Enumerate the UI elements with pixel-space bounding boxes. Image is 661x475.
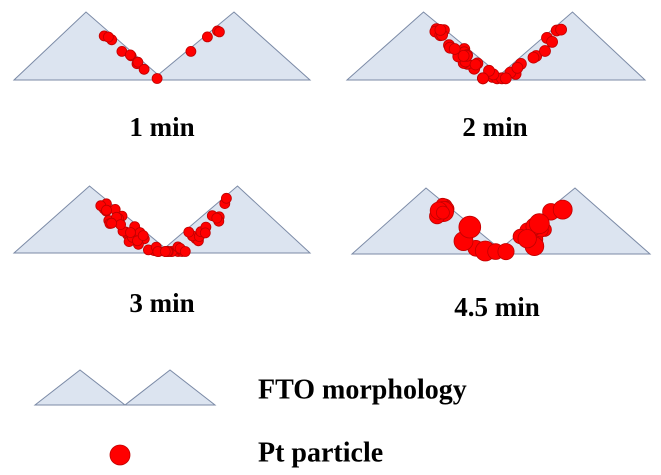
pt-particle xyxy=(186,46,196,56)
pt-particle xyxy=(458,50,469,61)
panel-label: 2 min xyxy=(462,112,527,142)
pt-particle xyxy=(126,228,136,238)
pt-particle xyxy=(152,74,162,84)
panel-label: 4.5 min xyxy=(454,292,540,322)
pt-particle xyxy=(478,73,489,84)
pt-particle xyxy=(435,24,446,35)
pt-particle xyxy=(470,59,481,70)
pt-particle xyxy=(184,227,194,237)
legend-label: FTO morphology xyxy=(258,374,467,405)
legend-morphology-icon xyxy=(125,370,215,405)
pt-particle xyxy=(103,32,113,42)
morphology-triangle xyxy=(159,186,310,253)
panel-label: 1 min xyxy=(129,112,194,142)
pt-particle xyxy=(138,231,148,241)
pt-particle xyxy=(518,230,536,248)
pt-particle xyxy=(180,247,190,257)
shapes xyxy=(14,12,650,261)
legend-label: Pt particle xyxy=(258,437,383,468)
pt-particle xyxy=(214,27,224,37)
diagram: 1 min 2 min 3 min 4.5 min FTO morphology… xyxy=(0,0,661,475)
pt-particle xyxy=(498,244,514,260)
morphology-triangle xyxy=(347,12,506,80)
pt-particle xyxy=(107,218,117,228)
pt-particle xyxy=(102,205,112,215)
pt-particle xyxy=(547,36,558,47)
pt-particle xyxy=(512,62,523,73)
panel-label: 3 min xyxy=(129,288,194,318)
pt-particle xyxy=(528,52,539,63)
pt-particle xyxy=(139,64,149,74)
pt-particle xyxy=(221,193,231,203)
pt-particle xyxy=(556,24,567,35)
pt-particle xyxy=(459,216,481,238)
pt-particle xyxy=(500,73,511,84)
pt-particle xyxy=(160,247,170,257)
pt-particle xyxy=(200,228,210,238)
pt-particle xyxy=(540,46,551,57)
morphology-triangle xyxy=(152,12,310,80)
legend-morphology-icon xyxy=(35,370,125,405)
pt-particle xyxy=(436,206,449,219)
pt-particle xyxy=(116,220,126,230)
pt-particle xyxy=(125,50,135,60)
morphology-triangle xyxy=(494,188,650,254)
legend-particle-icon xyxy=(110,445,130,465)
pt-particle xyxy=(212,213,222,223)
pt-particle xyxy=(202,32,212,42)
pt-particle xyxy=(553,200,572,219)
